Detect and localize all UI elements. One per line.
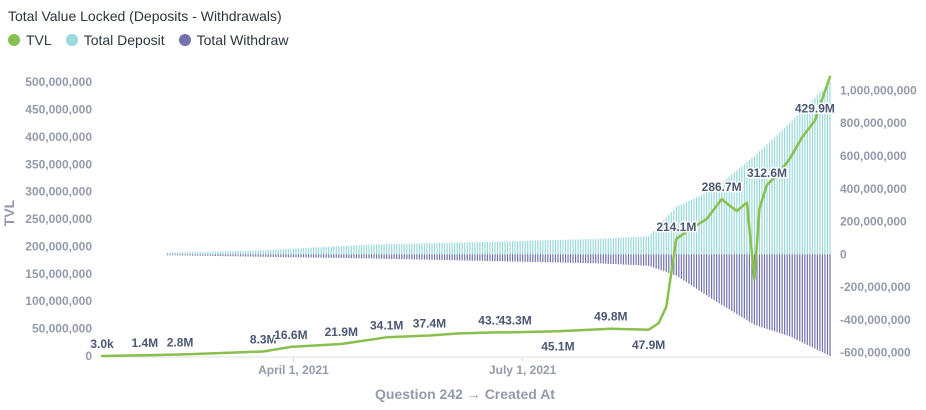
y-right-tick-label: 800,000,000 xyxy=(840,116,907,130)
y-left-tick-label: 100,000,000 xyxy=(25,294,92,308)
tvl-data-label: 214.1M xyxy=(656,220,696,234)
legend-swatch-total-deposit xyxy=(65,34,78,46)
y-left-tick-label: 400,000,000 xyxy=(25,130,92,144)
y-right-tick-label: 600,000,000 xyxy=(840,149,907,163)
tvl-data-label: 286.7M xyxy=(702,180,742,194)
tvl-data-label: 43.1M xyxy=(478,313,511,327)
y-left-tick-label: 200,000,000 xyxy=(25,239,92,253)
tvl-data-label: 43.3M xyxy=(498,313,531,327)
y-left-tick-label: 0 xyxy=(85,349,92,363)
legend-item-tvl[interactable]: TVL xyxy=(8,32,52,48)
tvl-data-label: 16.6M xyxy=(274,328,307,342)
y-right-tick-label: 0 xyxy=(840,247,847,261)
tvl-data-label: 2.8M xyxy=(167,335,194,349)
x-axis-title: Question 242 → Created At xyxy=(375,386,555,402)
y-right-tick-label: 1,000,000,000 xyxy=(840,83,917,97)
tvl-data-label: 45.1M xyxy=(541,339,574,353)
y-right-tick-label: -200,000,000 xyxy=(840,280,911,294)
y-axis-title: TVL xyxy=(1,199,17,226)
y-right-tick-label: -400,000,000 xyxy=(840,313,911,327)
tvl-data-label: 37.4M xyxy=(413,317,446,331)
legend-swatch-tvl xyxy=(8,34,20,46)
chart-title: Total Value Locked (Deposits - Withdrawa… xyxy=(8,8,282,24)
y-left-tick-label: 450,000,000 xyxy=(25,103,92,117)
y-left-tick-label: 500,000,000 xyxy=(25,75,92,89)
tvl-data-label: 49.8M xyxy=(594,310,627,324)
y-left-tick-label: 250,000,000 xyxy=(25,212,92,226)
tvl-data-label: 1.4M xyxy=(131,336,158,350)
axes: 0 50,000,000 100,000,000 150,000,000 200,000… xyxy=(25,75,917,377)
bar-series xyxy=(166,82,831,356)
tvl-data-label: 312.6M xyxy=(747,166,787,180)
tvl-data-label: 34.1M xyxy=(370,318,403,332)
legend-item-total-withdraw[interactable]: Total Withdraw xyxy=(178,32,289,48)
y-right-tick-label: 200,000,000 xyxy=(840,215,907,229)
y-left-tick-label: 300,000,000 xyxy=(25,185,92,199)
tvl-data-label: 8.3M xyxy=(250,332,277,346)
y-right-tick-label: -600,000,000 xyxy=(840,346,911,360)
tvl-line xyxy=(100,75,832,358)
tvl-series xyxy=(100,75,832,358)
tvl-data-label: 3.0k xyxy=(90,337,114,351)
x-tick-label: July 1, 2021 xyxy=(489,363,557,377)
legend-item-total-deposit[interactable]: Total Deposit xyxy=(65,32,165,48)
legend-swatch-total-withdraw xyxy=(178,34,191,46)
y-right-tick-label: 400,000,000 xyxy=(840,182,907,196)
tvl-data-label: 47.9M xyxy=(632,338,665,352)
legend-label-total-withdraw: Total Withdraw xyxy=(196,32,289,48)
y-left-tick-label: 350,000,000 xyxy=(25,157,92,171)
x-tick-label: April 1, 2021 xyxy=(258,363,329,377)
tvl-data-label: 21.9M xyxy=(325,325,358,339)
tvl-data-label: 429.9M xyxy=(795,102,835,116)
chart-legend: TVL Total Deposit Total Withdraw xyxy=(8,32,288,48)
y-left-tick-label: 50,000,000 xyxy=(32,322,92,336)
y-left-tick-label: 150,000,000 xyxy=(25,267,92,281)
legend-label-total-deposit: Total Deposit xyxy=(83,32,165,48)
legend-label-tvl: TVL xyxy=(26,32,52,48)
